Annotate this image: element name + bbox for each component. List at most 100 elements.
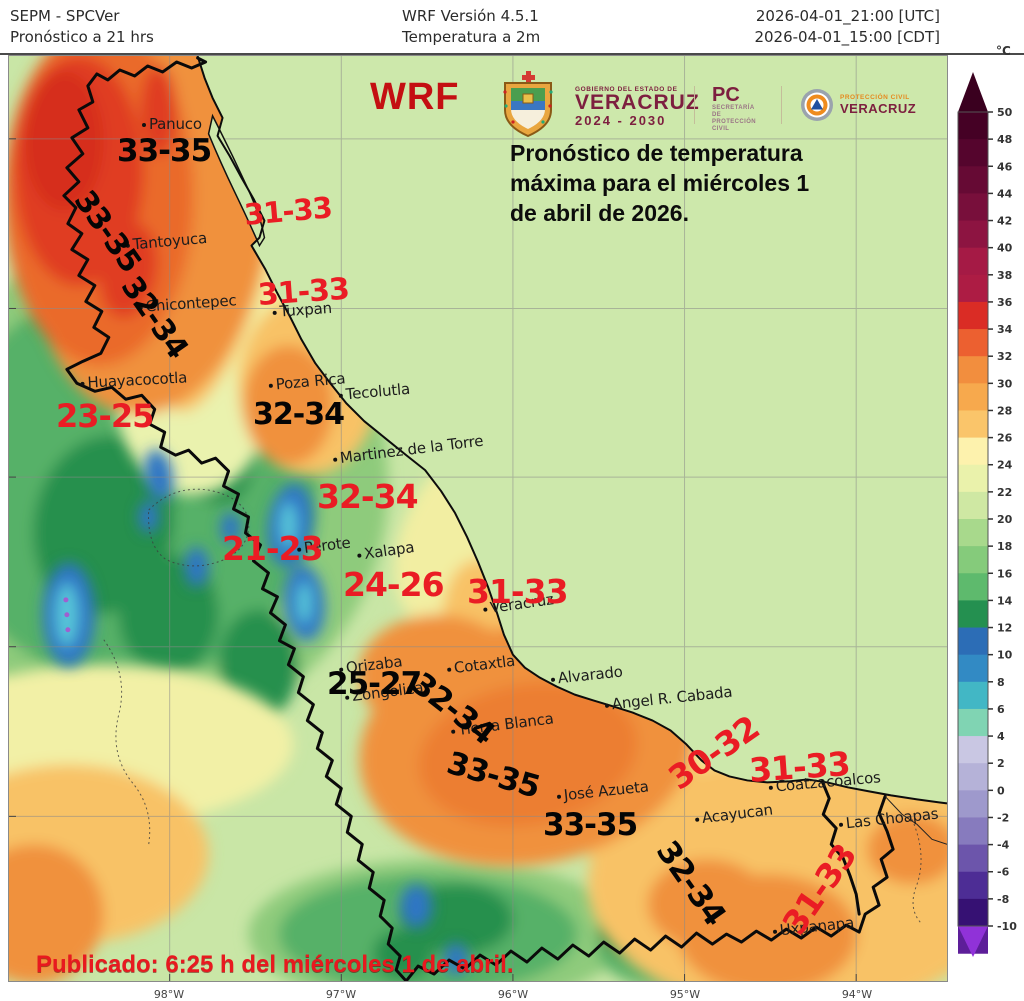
- colorbar-tick-label: 20: [997, 513, 1013, 526]
- colorbar-tick-label: 40: [997, 242, 1013, 255]
- colorbar-svg: 5048464442403836343230282624222018161412…: [957, 72, 1017, 957]
- pcv-top-line: PROTECCIÓN CIVIL: [840, 94, 910, 101]
- temperature-colorbar: 50 48 46 44 42 40 38 36 34 32 30 28 26 24 22 20 18 16 14 12…: [956, 57, 1024, 981]
- model-source: SEPM - SPCVer: [10, 7, 120, 25]
- colorbar-segment: [958, 519, 988, 547]
- gobierno-small-line: GOBIERNO DEL ESTADO DE: [575, 86, 678, 93]
- colorbar-tick-label: 50: [997, 106, 1013, 119]
- colorbar-segment: [958, 247, 988, 276]
- pc-secretaria-block: PC SECRETARÍA DE PROTECCIÓN CIVIL: [712, 84, 756, 133]
- longitude-tick-label: 97°W: [325, 988, 357, 1001]
- colorbar-segment: [958, 600, 988, 629]
- colorbar-segment: [958, 383, 988, 412]
- colorbar-arrow-bottom: [958, 926, 988, 957]
- colorbar-segment: [958, 844, 988, 873]
- tamiahua-lagoon: [207, 113, 266, 248]
- colorbar-segment: [958, 410, 988, 439]
- brand-divider: [694, 86, 695, 124]
- tabasco-border: [884, 796, 947, 845]
- civil-protection-triangle: [811, 99, 823, 110]
- brand-divider: [781, 86, 782, 124]
- colorbar-tick-label: 10: [997, 649, 1013, 662]
- colorbar-tick-label: 42: [997, 215, 1012, 228]
- header-right: 2026-04-01_21:00 [UTC] 2026-04-01_15:00 …: [754, 6, 940, 48]
- header-center: WRF Versión 4.5.1 Temperatura a 2m: [402, 6, 540, 48]
- forecast-title-line: Pronóstico de temperatura: [510, 140, 803, 166]
- coastline: [196, 56, 947, 805]
- colorbar-tick-label: 32: [997, 350, 1012, 363]
- colorbar-tick-label: 24: [997, 459, 1013, 472]
- colorbar-segment: [958, 166, 988, 194]
- pcv-name: VERACRUZ: [840, 101, 917, 116]
- colorbar-tick-label: 30: [997, 377, 1013, 390]
- colorbar-segment: [958, 627, 988, 656]
- shield-cross: [522, 71, 535, 84]
- colorbar-tick-label: 6: [997, 703, 1005, 716]
- colorbar-segment: [958, 220, 988, 249]
- proteccion-civil-veracruz-block: PROTECCIÓN CIVIL VERACRUZ: [840, 94, 916, 116]
- colorbar-tick-label: 16: [997, 567, 1013, 580]
- colorbar-tick-label: -2: [997, 811, 1009, 824]
- colorbar-tick-label: -8: [997, 893, 1009, 906]
- colorbar-tick-label: 28: [997, 404, 1012, 417]
- colorbar-tick-label: 44: [997, 187, 1013, 200]
- wrf-watermark: WRF: [370, 76, 460, 118]
- neighbor-state-borders: [103, 488, 923, 925]
- map-plot-area: [8, 55, 948, 982]
- graticule: [9, 56, 947, 981]
- header-left: SEPM - SPCVer Pronóstico a 21 hrs: [10, 6, 154, 48]
- colorbar-segment: [958, 274, 988, 303]
- colorbar-segment: [958, 491, 988, 520]
- colorbar-segment: [958, 112, 988, 140]
- gobierno-years: 2024 - 2030: [575, 113, 667, 128]
- colorbar-segment: [958, 139, 988, 167]
- colorbar-segment: [958, 573, 988, 601]
- longitude-tick-label: 96°W: [497, 988, 529, 1001]
- colorbar-tick-label: 34: [997, 323, 1013, 336]
- colorbar-segment: [958, 654, 988, 683]
- pc-subline-1: SECRETARÍA DE: [712, 105, 755, 118]
- colorbar-tick-label: 4: [997, 730, 1005, 743]
- forecast-horizon: Pronóstico a 21 hrs: [10, 28, 154, 46]
- colorbar-segment: [958, 871, 988, 900]
- colorbar-tick-label: 26: [997, 432, 1013, 445]
- valid-time-utc: 2026-04-01_21:00 [UTC]: [755, 7, 940, 25]
- colorbar-segment: [958, 763, 988, 791]
- colorbar-tick-label: -6: [997, 866, 1010, 879]
- colorbar-tick-label: 48: [997, 133, 1012, 146]
- forecast-title-line: máxima para el miércoles 1: [510, 170, 810, 196]
- model-version: WRF Versión 4.5.1: [402, 7, 539, 25]
- cold-core-purple-dots: [63, 597, 71, 633]
- colorbar-tick-label: 46: [997, 160, 1013, 173]
- colorbar-tick-label: 2: [997, 757, 1005, 770]
- colorbar-segment: [958, 681, 988, 710]
- colorbar-segment: [958, 898, 988, 927]
- colorbar-segment: [958, 817, 988, 846]
- gobierno-name: VERACRUZ: [575, 91, 700, 114]
- veracruz-coat-of-arms: [503, 71, 553, 138]
- axis-ticks: [9, 138, 857, 981]
- forecast-title-line: de abril de 2026.: [510, 200, 689, 226]
- longitude-tick-label: 98°W: [153, 988, 185, 1001]
- colorbar-tick-label: 36: [997, 296, 1013, 309]
- colorbar-tick-label: 18: [997, 540, 1012, 553]
- forecast-title: Pronóstico de temperatura máxima para el …: [510, 138, 890, 228]
- published-note: Publicado: 6:25 h del miércoles 1 de abr…: [36, 951, 514, 978]
- longitude-tick-label: 95°W: [669, 988, 701, 1001]
- colorbar-tick-label: 38: [997, 269, 1012, 282]
- proteccion-civil-logo: [801, 89, 833, 121]
- colorbar-tick-label: 12: [997, 622, 1012, 635]
- colorbar-segment: [958, 546, 988, 574]
- colorbar-tick-label: 14: [997, 594, 1013, 607]
- colorbar-tick-label: 22: [997, 486, 1012, 499]
- colorbar-segment: [958, 708, 988, 737]
- colorbar-tick-label: -4: [997, 839, 1010, 852]
- pc-acronym: PC: [712, 84, 740, 106]
- colorbar-segment: [958, 301, 988, 330]
- colorbar-arrow-top: [958, 72, 988, 112]
- colorbar-segment: [958, 790, 988, 819]
- longitude-tick-label: 94°W: [841, 988, 873, 1001]
- colorbar-segment: [958, 437, 988, 466]
- header-bar: SEPM - SPCVer Pronóstico a 21 hrs WRF Ve…: [0, 0, 1024, 55]
